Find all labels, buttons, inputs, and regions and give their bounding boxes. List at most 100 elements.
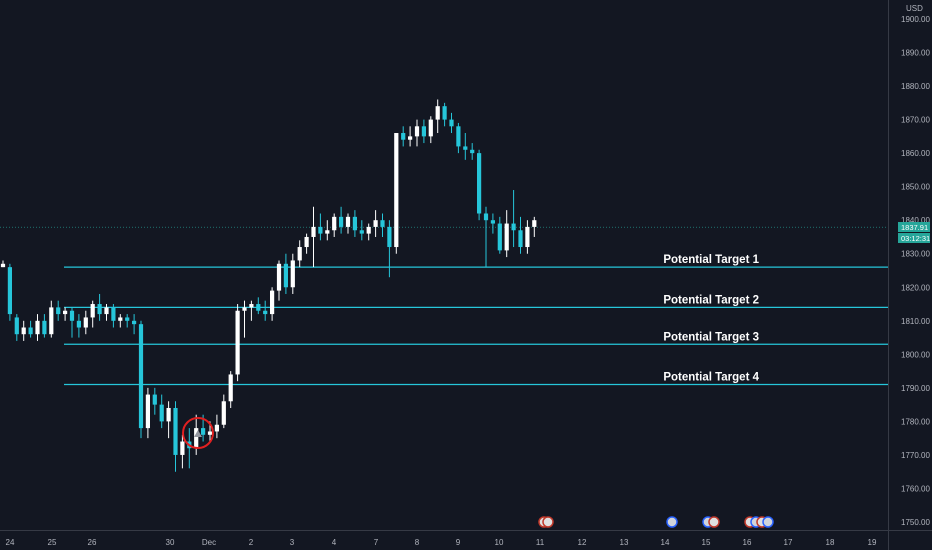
- candle-body: [214, 424, 219, 432]
- candle-body: [173, 407, 178, 455]
- candle: [532, 216, 537, 237]
- x-tick-label: 25: [48, 538, 57, 547]
- candle-body: [132, 320, 137, 325]
- x-tick-label: 14: [661, 538, 670, 547]
- markers: [182, 417, 214, 449]
- candle: [490, 213, 495, 234]
- x-tick-label: 13: [620, 538, 629, 547]
- y-tick-label: 1760.00: [901, 484, 930, 493]
- candle-body: [359, 230, 364, 234]
- candle-body: [125, 317, 130, 321]
- x-tick-label: 16: [743, 538, 752, 547]
- event-icon[interactable]: [666, 516, 678, 528]
- flag-icon[interactable]: [708, 516, 720, 528]
- candle-body: [442, 106, 447, 120]
- candle: [228, 371, 233, 408]
- candle: [270, 287, 275, 321]
- x-tick-label: 19: [868, 538, 877, 547]
- candle: [7, 263, 12, 321]
- candle: [394, 133, 399, 254]
- candle: [145, 387, 150, 439]
- candle-body: [352, 216, 357, 231]
- candle: [69, 307, 75, 338]
- candle-body: [290, 260, 295, 288]
- candle-body: [345, 216, 351, 227]
- candle-body: [97, 304, 102, 315]
- candle: [49, 300, 54, 338]
- candle-body: [511, 223, 516, 231]
- x-tick-label: 10: [495, 538, 504, 547]
- candle-body: [311, 226, 316, 237]
- candles: [0, 99, 537, 472]
- candle: [470, 143, 475, 160]
- y-tick-label: 1770.00: [901, 451, 930, 460]
- candle: [235, 304, 240, 382]
- candle: [463, 133, 468, 160]
- candle-body: [152, 394, 157, 405]
- candle-body: [394, 133, 399, 248]
- candle-body: [63, 310, 68, 315]
- candle-body: [463, 146, 468, 150]
- target-label-3: Potential Target 3: [663, 331, 759, 343]
- candle-body: [449, 119, 454, 127]
- candle-body: [159, 404, 164, 422]
- candle: [442, 102, 447, 127]
- target-label-2: Potential Target 2: [663, 294, 759, 306]
- candle: [325, 220, 330, 241]
- candle-body: [401, 133, 406, 140]
- candle-body: [297, 247, 302, 261]
- y-tick-label: 1750.00: [901, 518, 930, 527]
- y-tick-label: 1880.00: [901, 82, 930, 91]
- candle-body: [42, 320, 47, 335]
- x-tick-label: 8: [415, 538, 420, 547]
- candle: [380, 213, 385, 237]
- y-axis[interactable]: 1750.00 1760.00 1770.00 1780.00 1790.00 1800.…: [901, 15, 930, 527]
- candle: [104, 304, 109, 321]
- candle: [138, 320, 144, 439]
- x-axis[interactable]: 24 25 26 30 Dec 2 3 4 7 8 9 10 11 12 13 14 15 16 17 18 19: [6, 538, 877, 547]
- event-icon[interactable]: [762, 516, 774, 528]
- candle-body: [532, 220, 537, 227]
- candle: [14, 314, 19, 341]
- candle-body: [56, 307, 61, 315]
- x-tick-label: 3: [290, 538, 295, 547]
- candle-body: [470, 149, 475, 154]
- candle: [483, 206, 489, 268]
- candle: [180, 434, 185, 469]
- candle-body: [242, 307, 247, 311]
- candle-body: [28, 327, 33, 335]
- x-tick-label: 4: [332, 538, 337, 547]
- candle-body: [35, 320, 40, 335]
- candle: [297, 240, 302, 268]
- candle: [401, 126, 406, 147]
- y-tick-label: 1870.00: [901, 116, 930, 125]
- event-icons[interactable]: [538, 516, 774, 528]
- y-tick-label: 1820.00: [901, 283, 930, 292]
- candle-body: [518, 230, 523, 248]
- x-tick-label: 17: [784, 538, 793, 547]
- candle: [304, 233, 309, 254]
- candle: [21, 320, 26, 341]
- candle-body: [201, 428, 206, 435]
- candle: [221, 394, 226, 429]
- candle-body: [380, 220, 385, 227]
- candle: [111, 304, 116, 328]
- flag-icon[interactable]: [542, 516, 554, 528]
- candle: [428, 116, 433, 144]
- y-tick-label: 1900.00: [901, 15, 930, 24]
- candle: [525, 220, 530, 254]
- x-tick-label: 2: [249, 538, 254, 547]
- y-tick-label: 1780.00: [901, 417, 930, 426]
- candle: [387, 220, 392, 278]
- x-tick-label: 7: [374, 538, 379, 547]
- candle: [166, 401, 171, 439]
- candle-body: [21, 327, 26, 335]
- candle: [214, 414, 219, 439]
- candle: [256, 297, 261, 315]
- candle: [276, 260, 282, 301]
- candle: [35, 314, 40, 341]
- target-lines: Potential Target 1 Potential Target 2 Pote…: [64, 254, 888, 386]
- signal-circle: [182, 417, 214, 449]
